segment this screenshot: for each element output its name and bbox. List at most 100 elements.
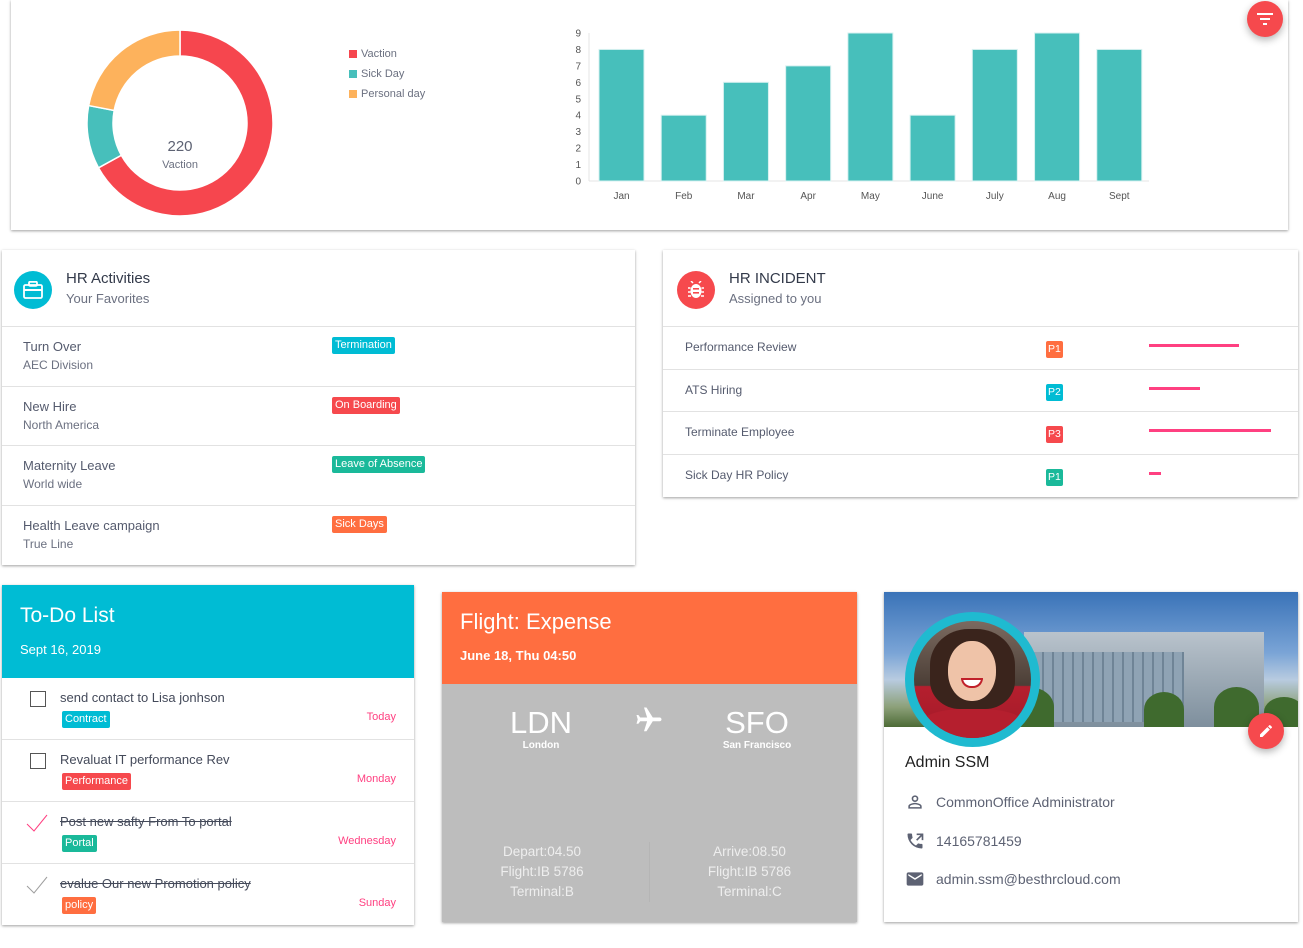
- todo-text: Post new safty From To portal: [60, 814, 232, 829]
- activity-title: New Hire: [23, 398, 77, 414]
- profile-card: Admin SSM CommonOffice Administrator 141…: [884, 592, 1298, 922]
- destination-code: SFO: [725, 705, 789, 740]
- bar-sept[interactable]: [1096, 48, 1143, 182]
- bar-feb[interactable]: [660, 114, 707, 182]
- donut-slice-vaction[interactable]: [97, 30, 273, 216]
- filter-button[interactable]: [1247, 1, 1283, 37]
- bar-july[interactable]: [971, 48, 1018, 182]
- depart-flight: Flight:IB 5786: [500, 864, 584, 879]
- flight-expense-card: Flight: Expense June 18, Thu 04:50 LDN L…: [442, 592, 857, 922]
- origin-airport: LDN London: [471, 705, 611, 752]
- activity-title: Maternity Leave: [23, 458, 116, 473]
- incident-title: Terminate Employee: [685, 425, 795, 439]
- y-tick-label: 1: [575, 160, 581, 171]
- incident-title: Performance Review: [685, 340, 797, 354]
- bar-aug[interactable]: [1034, 32, 1081, 182]
- activity-tag: On Boarding: [332, 396, 400, 414]
- y-tick-label: 0: [575, 177, 581, 188]
- activity-row[interactable]: Maternity Leave World wide Leave of Abse…: [2, 446, 635, 506]
- card-subtitle: Your Favorites: [66, 291, 150, 306]
- profile-role-text: CommonOffice Administrator: [936, 794, 1115, 810]
- donut-slice-personal-day[interactable]: [87, 30, 181, 112]
- incident-row[interactable]: Sick Day HR Policy P1: [663, 455, 1298, 498]
- profile-email-text[interactable]: admin.ssm@besthrcloud.com: [936, 871, 1121, 887]
- avatar[interactable]: [905, 612, 1040, 747]
- legend-label: Vaction: [361, 48, 397, 60]
- checkmark-icon[interactable]: [26, 814, 48, 832]
- bar-june[interactable]: [909, 114, 956, 182]
- flight-title: Flight: Expense: [460, 609, 612, 634]
- destination-airport: SFO San Francisco: [687, 705, 827, 752]
- todo-tag: Performance: [62, 773, 131, 790]
- legend-swatch: [349, 50, 357, 58]
- destination-city: San Francisco: [722, 740, 792, 751]
- pencil-icon: [1260, 724, 1273, 737]
- hr-activities-card: HR Activities Your Favorites Turn Over A…: [2, 250, 635, 565]
- leave-stats-card: 220 Vaction Vaction Sick Day Personal da…: [11, 0, 1288, 230]
- todo-checkbox[interactable]: [30, 691, 46, 707]
- todo-text: send contact to Lisa jonhson: [60, 690, 225, 705]
- mail-icon: [906, 872, 924, 886]
- y-tick-label: 5: [575, 94, 581, 105]
- priority-badge: P1: [1046, 468, 1063, 486]
- todo-item[interactable]: send contact to Lisa jonhson Contract To…: [2, 678, 414, 740]
- arrive-info: Arrive:08.50 Flight:IB 5786 Terminal:C: [649, 842, 849, 902]
- activity-row[interactable]: Turn Over AEC Division Termination: [2, 327, 635, 387]
- incident-title: Sick Day HR Policy: [685, 467, 789, 482]
- depart-info: Depart:04.50 Flight:IB 5786 Terminal:B: [442, 842, 642, 902]
- activity-tag: Leave of Absence: [332, 456, 426, 473]
- todo-title: To-Do List: [20, 604, 115, 627]
- y-tick-label: 8: [575, 45, 581, 56]
- x-tick-label: Aug: [1048, 191, 1066, 202]
- x-tick-label: June: [922, 191, 944, 202]
- briefcase-icon-badge: [14, 271, 52, 309]
- bar-mar[interactable]: [722, 81, 769, 182]
- donut-center-value: 220: [167, 138, 193, 155]
- arrive-time: Arrive:08.50: [713, 844, 786, 859]
- checkmark-icon[interactable]: [26, 876, 48, 894]
- legend-item-vaction[interactable]: Vaction: [349, 44, 425, 64]
- incident-row[interactable]: ATS Hiring P2: [663, 370, 1298, 412]
- hr-incident-header: HR INCIDENT Assigned to you: [663, 250, 1298, 327]
- todo-header: To-Do List Sept 16, 2019: [2, 585, 414, 678]
- todo-tag: policy: [62, 897, 97, 914]
- todo-text: evalue Our new Promotion policy: [60, 876, 251, 891]
- priority-badge: P1: [1046, 341, 1063, 358]
- legend-item-sick-day[interactable]: Sick Day: [349, 64, 425, 84]
- profile-email: admin.ssm@besthrcloud.com: [905, 869, 1121, 889]
- activity-subtitle: True Line: [23, 536, 74, 551]
- todo-card: To-Do List Sept 16, 2019 send contact to…: [2, 585, 414, 925]
- todo-item[interactable]: evalue Our new Promotion policy policy S…: [2, 864, 414, 926]
- incident-progress-bar: [1149, 471, 1299, 475]
- flight-date: June 18, Thu 04:50: [460, 648, 577, 663]
- todo-item[interactable]: Revaluat IT performance Rev Performance …: [2, 740, 414, 802]
- y-tick-label: 2: [575, 144, 581, 155]
- profile-phone-text[interactable]: 14165781459: [936, 833, 1022, 849]
- bar-apr[interactable]: [785, 65, 832, 182]
- legend-label: Sick Day: [361, 68, 405, 80]
- profile-role: CommonOffice Administrator: [905, 792, 1115, 812]
- bar-may[interactable]: [847, 32, 894, 182]
- donut-center-label: Vaction: [162, 159, 198, 171]
- profile-phone: 14165781459: [905, 831, 1022, 851]
- todo-item[interactable]: Post new safty From To portal Portal Wed…: [2, 802, 414, 864]
- incident-row[interactable]: Terminate Employee P3: [663, 412, 1298, 455]
- activity-subtitle: World wide: [23, 477, 83, 491]
- depart-terminal: Terminal:B: [510, 884, 574, 899]
- card-title: HR INCIDENT: [729, 270, 826, 287]
- incident-progress-bar: [1149, 429, 1299, 432]
- flight-header: Flight: Expense June 18, Thu 04:50: [442, 592, 857, 684]
- incident-row[interactable]: Performance Review P1: [663, 327, 1298, 370]
- activity-row[interactable]: New Hire North America On Boarding: [2, 387, 635, 446]
- origin-code: LDN: [509, 705, 572, 740]
- priority-badge: P3: [1046, 426, 1063, 443]
- legend-item-personal-day[interactable]: Personal day: [349, 84, 425, 104]
- todo-checkbox[interactable]: [30, 753, 46, 769]
- edit-profile-button[interactable]: [1248, 713, 1284, 749]
- donut-center: 220 Vaction: [87, 138, 273, 171]
- origin-city: London: [522, 740, 560, 751]
- x-tick-label: Sept: [1109, 191, 1130, 202]
- activity-row[interactable]: Health Leave campaign True Line Sick Day…: [2, 506, 635, 566]
- card-subtitle: Assigned to you: [729, 291, 822, 306]
- bar-jan[interactable]: [598, 48, 645, 182]
